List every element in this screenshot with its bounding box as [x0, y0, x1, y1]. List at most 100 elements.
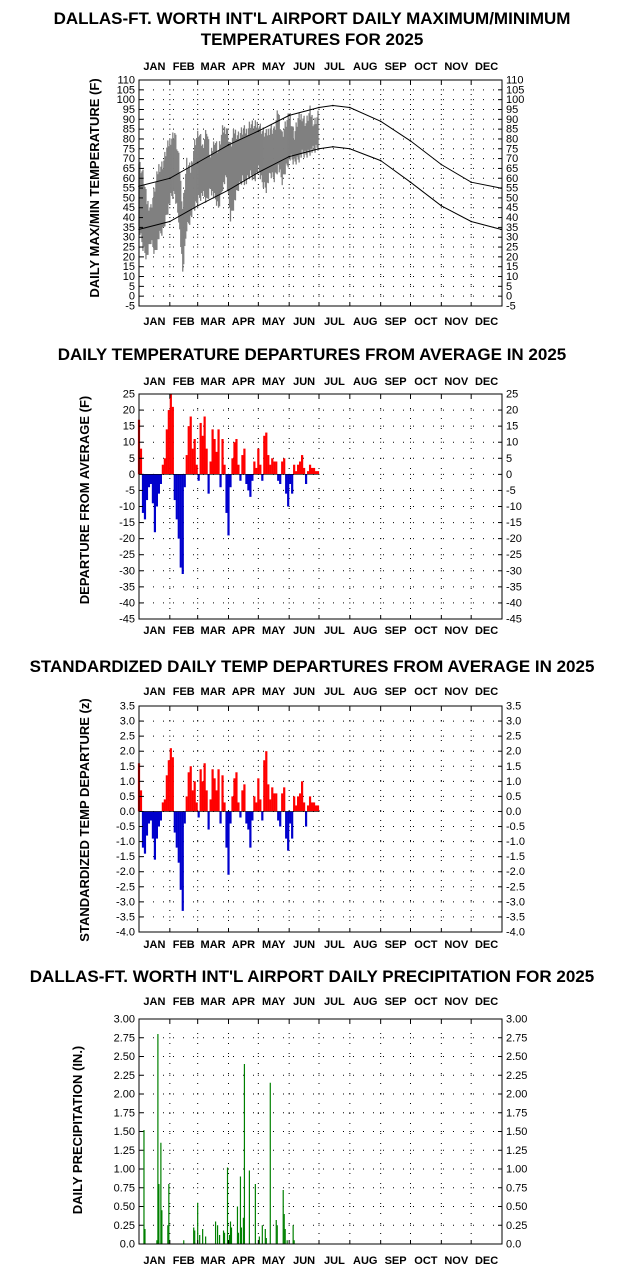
y-tick-label-right: -1.0	[506, 836, 525, 848]
departure-bar-below	[285, 474, 288, 494]
precip-bar	[218, 1235, 221, 1244]
departure-bar-below	[183, 474, 186, 488]
y-tick-label-left: 0.25	[114, 1220, 135, 1232]
month-label-bottom: MAR	[201, 939, 226, 951]
y-tick-label-right: 10	[506, 271, 518, 283]
precip-bar	[264, 1229, 266, 1244]
y-tick-label-right: 0.25	[506, 1220, 527, 1232]
departure-bar-above	[223, 802, 226, 812]
y-tick-label-left: 0.50	[114, 1201, 135, 1213]
departure-bar-above	[265, 751, 268, 812]
month-label-bottom: NOV	[444, 316, 469, 328]
y-tick-label-right: 0.0	[506, 1239, 521, 1251]
y-tick-label-left: -35	[119, 581, 135, 593]
y-tick-label-right: 105	[506, 84, 524, 96]
month-label-top: AUG	[353, 996, 377, 1008]
month-label-top: OCT	[414, 996, 438, 1008]
y-tick-label-left: 100	[117, 94, 135, 106]
month-label-top: FEB	[173, 996, 195, 1008]
normal-high-point	[227, 144, 230, 146]
y-tick-label-right: 25	[506, 242, 518, 254]
y-tick-label-right: 10	[506, 437, 518, 449]
y-tick-label-right: 30	[506, 232, 518, 244]
departure-bar-below	[207, 811, 210, 830]
maxmin-y-axis-label: DAILY MAX/MIN TEMPERATURE (F)	[87, 78, 102, 297]
y-tick-label-left: -4.0	[116, 927, 135, 939]
y-tick-label-left: 15	[123, 261, 135, 273]
normal-high-point	[318, 106, 320, 109]
departure-bar-below	[225, 474, 228, 513]
y-tick-label-left: 1.00	[114, 1164, 135, 1176]
departure-bar-below	[155, 474, 158, 507]
departure-bar-below	[249, 474, 252, 497]
departure-bar-below	[153, 474, 157, 533]
departure-bar-above	[301, 455, 304, 475]
departure-bar-above	[259, 464, 262, 475]
month-label-top: AUG	[353, 686, 377, 698]
departure-bar-above	[185, 455, 188, 475]
normal-low-point	[227, 189, 230, 191]
month-label-top: APR	[232, 61, 255, 73]
y-tick-label-left: -25	[119, 549, 135, 561]
departure-bar-above	[312, 467, 316, 475]
departure-bar-above	[233, 442, 236, 475]
departure-bar-above	[221, 775, 224, 812]
y-tick-label-left: 1.25	[114, 1145, 135, 1157]
departure-bar-above	[199, 769, 202, 812]
y-tick-label-left: 5	[129, 281, 135, 293]
departure-bar-above	[269, 464, 272, 475]
month-label-bottom: FEB	[173, 625, 195, 637]
y-tick-label-left: 95	[123, 104, 135, 116]
normal-high-point	[169, 177, 171, 180]
precip-bar	[167, 1225, 169, 1244]
departure-bar-above	[267, 455, 270, 475]
departure-bar-above	[314, 805, 318, 812]
month-label-top: JAN	[143, 61, 165, 73]
month-label-bottom: NOV	[444, 939, 469, 951]
y-tick-label-right: 50	[506, 192, 518, 204]
departure-bar-below	[151, 811, 155, 839]
month-label-bottom: OCT	[414, 939, 438, 951]
month-label-top: JAN	[143, 996, 165, 1008]
precip-bar	[265, 1238, 267, 1244]
y-tick-label-left: 1.5	[120, 761, 135, 773]
departure-bar-above	[257, 778, 260, 812]
y-tick-label-right: 3.00	[506, 1014, 527, 1026]
month-label-bottom: DEC	[475, 1255, 498, 1267]
departure-bar-below	[179, 811, 182, 890]
y-tick-label-left: 0	[129, 291, 135, 303]
precip-bar	[158, 1184, 160, 1244]
departure-bar-below	[207, 474, 210, 494]
departure-bar-above	[193, 781, 196, 812]
departure-bar-above	[281, 461, 284, 475]
month-label-top: JUN	[293, 686, 315, 698]
month-label-bottom: JAN	[143, 1255, 165, 1267]
departure-bar-above	[273, 793, 276, 812]
y-tick-label-right: 1.50	[506, 1126, 527, 1138]
month-label-bottom: AUG	[353, 939, 377, 951]
month-label-bottom: JUN	[293, 939, 315, 951]
departure-bar-below	[239, 811, 242, 818]
y-tick-label-right: 2.5	[506, 731, 521, 743]
departure-bar-below	[181, 474, 184, 574]
departure-bar-below	[173, 474, 176, 501]
departure-bar-above	[163, 458, 166, 475]
departure-bar-above	[205, 790, 208, 812]
normal-low-point	[196, 204, 199, 207]
normal-high-point	[288, 114, 290, 117]
month-label-bottom: APR	[232, 625, 255, 637]
y-tick-label-right: 2.25	[506, 1070, 527, 1082]
normal-low-point	[409, 181, 412, 183]
month-label-bottom: MAY	[262, 316, 286, 328]
y-tick-label-right: 15	[506, 421, 518, 433]
departure-bar-below	[251, 474, 254, 481]
y-tick-label-right: 2.00	[506, 1089, 527, 1101]
precip-bar	[194, 1230, 196, 1244]
y-tick-label-left: 10	[123, 437, 135, 449]
precip-bar	[261, 1225, 263, 1244]
departure-bar-below	[247, 474, 250, 491]
month-label-bottom: OCT	[414, 316, 438, 328]
departure-bar-below	[141, 811, 145, 848]
y-tick-label-right: 0.5	[506, 791, 521, 803]
departure-bar-below	[289, 811, 292, 824]
